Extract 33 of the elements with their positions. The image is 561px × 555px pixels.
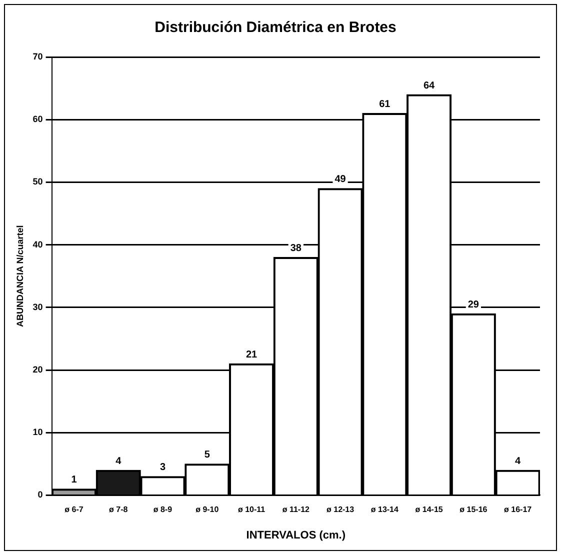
chart-title: Distribución Diamétrica en Brotes <box>154 19 396 36</box>
data-label: 4 <box>116 456 122 467</box>
x-tick-label: ø 9-10 <box>196 505 220 514</box>
y-tick-label: 70 <box>32 51 43 62</box>
y-tick-label: 40 <box>32 239 43 250</box>
data-label: 3 <box>160 462 166 474</box>
data-label: 61 <box>379 99 391 110</box>
y-tick-label: 0 <box>38 490 43 500</box>
data-label: 29 <box>468 299 480 310</box>
data-label: 1 <box>71 474 78 486</box>
x-tick-label: ø 14-15 <box>415 505 444 514</box>
x-tick-label: ø 12-13 <box>326 505 355 514</box>
data-label: 4 <box>515 456 522 467</box>
x-axis-title: INTERVALOS (cm.) <box>246 529 346 542</box>
y-axis-title: ABUNDANCIA N/cuartel <box>14 225 25 327</box>
y-tick-label: 30 <box>32 302 43 312</box>
x-tick-label: ø 15-16 <box>460 505 488 514</box>
data-label: 38 <box>290 243 302 254</box>
y-tick-label: 60 <box>32 114 43 124</box>
x-tick-label: ø 16-17 <box>504 505 532 514</box>
x-tick-label: ø 6-7 <box>64 505 84 514</box>
y-tick-label: 20 <box>32 364 43 374</box>
x-tick-label: ø 7-8 <box>109 505 128 514</box>
data-label: 5 <box>204 450 210 461</box>
data-label: 21 <box>246 349 258 360</box>
y-tick-label: 50 <box>32 176 43 187</box>
data-label: 64 <box>423 80 436 92</box>
data-label: 49 <box>334 174 346 186</box>
y-tick-label: 10 <box>32 427 43 438</box>
x-tick-label: ø 13-14 <box>370 505 399 514</box>
x-tick-label: ø 10-11 <box>238 505 266 514</box>
x-tick-label: ø 11-12 <box>282 505 310 514</box>
x-tick-label: ø 8-9 <box>153 505 173 514</box>
